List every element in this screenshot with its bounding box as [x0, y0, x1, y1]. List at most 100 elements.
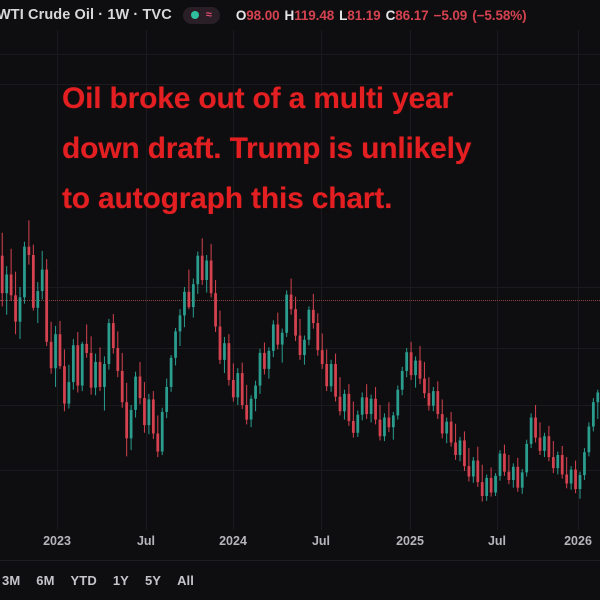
- candlestick: [294, 296, 297, 342]
- horizontal-gridline: [0, 405, 600, 406]
- candlestick: [574, 460, 577, 494]
- symbol-title[interactable]: WTI Crude Oil · 1W · TVC: [0, 7, 172, 23]
- x-axis-tick-label: Jul: [487, 534, 507, 548]
- timeframe-button-all[interactable]: All: [169, 570, 202, 591]
- candlestick: [200, 238, 204, 285]
- candlestick: [471, 457, 475, 483]
- candlestick: [98, 347, 102, 392]
- candlestick: [311, 293, 315, 329]
- timeframe-button-3m[interactable]: 3M: [0, 570, 28, 591]
- candlestick: [103, 356, 106, 411]
- last-price-line: [0, 299, 600, 301]
- annotation-line-3: to autograph this chart.: [62, 182, 393, 215]
- candlestick: [129, 405, 133, 451]
- candlestick: [49, 321, 53, 374]
- vertical-gridline: [410, 30, 411, 530]
- chart-plot-area[interactable]: [0, 30, 600, 530]
- candlestick: [205, 255, 209, 293]
- candlestick: [485, 474, 489, 501]
- horizontal-gridline: [0, 84, 600, 85]
- candlestick: [414, 356, 417, 388]
- candlestick: [249, 395, 253, 428]
- candlestick: [356, 410, 360, 437]
- candlestick: [76, 332, 80, 393]
- candlestick: [298, 318, 302, 360]
- chart-annotation-text: Oil broke out of a multi year down draft…: [62, 74, 532, 224]
- candlestick: [445, 417, 449, 444]
- candlestick: [418, 345, 422, 385]
- timeframe-button-6m[interactable]: 6M: [28, 570, 62, 591]
- candlestick: [369, 394, 373, 423]
- high-value: 119.48: [294, 7, 335, 23]
- candlestick: [209, 243, 213, 298]
- candlestick: [40, 250, 44, 300]
- timeframe-button-5y[interactable]: 5Y: [137, 570, 169, 591]
- candlestick: [160, 407, 164, 455]
- candlestick: [231, 363, 235, 402]
- candlestick: [31, 244, 35, 311]
- candlestick: [387, 402, 391, 433]
- candlestick: [271, 320, 275, 358]
- candlestick: [187, 269, 191, 310]
- candlestick: [320, 333, 324, 369]
- candlestick: [365, 384, 369, 419]
- candlestick: [169, 355, 173, 392]
- candlestick: [378, 405, 382, 441]
- candlestick: [276, 312, 280, 350]
- open-label: O: [235, 7, 247, 23]
- candlestick: [329, 359, 333, 392]
- candlestick: [436, 381, 440, 419]
- candlestick: [520, 468, 524, 494]
- candlestick: [54, 325, 57, 387]
- candlestick: [174, 327, 177, 366]
- candlestick: [18, 286, 22, 340]
- ohlc-values: O98.00 H119.48 L81.19 C86.17 −5.09 (−5.58%): [236, 8, 527, 23]
- candlestick: [289, 278, 293, 315]
- indicator-badge[interactable]: ≈: [182, 6, 220, 24]
- candlestick: [551, 441, 555, 474]
- candlestick: [454, 423, 457, 460]
- x-axis-tick-label: 2023: [43, 534, 71, 548]
- candlestick: [343, 389, 346, 420]
- timeframe-button-1y[interactable]: 1Y: [105, 570, 137, 591]
- candlestick: [511, 463, 515, 488]
- candlestick: [45, 259, 49, 346]
- candlestick: [267, 347, 271, 379]
- candlestick: [449, 411, 453, 447]
- candlestick: [374, 386, 377, 425]
- candlestick: [94, 353, 97, 396]
- candlestick: [240, 362, 244, 410]
- vertical-gridline: [578, 30, 579, 530]
- timeframe-toolbar[interactable]: 3M 6M YTD 1Y 5Y All: [0, 561, 600, 600]
- timeframe-button-ytd[interactable]: YTD: [63, 570, 105, 591]
- candlestick: [556, 451, 560, 475]
- candlestick: [36, 282, 40, 324]
- x-axis[interactable]: 2023 Jul 2024 Jul 2025 Jul 2026: [0, 530, 600, 558]
- candlestick: [316, 313, 320, 356]
- candlestick: [396, 385, 400, 420]
- vertical-gridline: [497, 30, 498, 530]
- candlestick: [156, 415, 160, 458]
- candlestick: [591, 398, 595, 432]
- candlestick: [63, 349, 66, 412]
- candlestick: [89, 336, 93, 395]
- candlestick: [236, 368, 240, 405]
- candlestick: [427, 377, 431, 411]
- candlestick: [27, 220, 31, 265]
- candlestick: [458, 436, 462, 462]
- candlestick: [538, 422, 542, 455]
- candlestick: [583, 448, 586, 480]
- candlestick: [507, 455, 511, 485]
- close-label: C: [385, 7, 396, 23]
- candlestick: [467, 448, 471, 482]
- candlestick: [494, 473, 497, 496]
- x-axis-tick-label: Jul: [136, 534, 156, 548]
- candlestick: [480, 464, 484, 502]
- close-value: 86.17: [395, 7, 429, 23]
- candlestick: [405, 348, 409, 378]
- candlestick: [347, 384, 351, 426]
- candlestick: [165, 378, 169, 419]
- candlestick: [596, 389, 600, 419]
- candlestick: [587, 422, 591, 457]
- open-value: 98.00: [246, 7, 280, 23]
